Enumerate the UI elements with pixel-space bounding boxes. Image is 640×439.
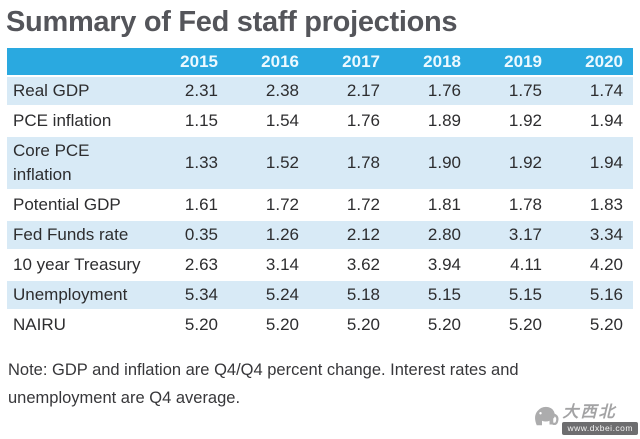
table-row: Unemployment 5.34 5.24 5.18 5.15 5.15 5.16 bbox=[7, 281, 633, 309]
value-cell: 1.33 bbox=[147, 137, 228, 189]
table-row: Real GDP 2.31 2.38 2.17 1.76 1.75 1.74 bbox=[7, 77, 633, 105]
value-cell: 5.20 bbox=[552, 311, 633, 339]
table-row: 10 year Treasury 2.63 3.14 3.62 3.94 4.11 4.20 bbox=[7, 251, 633, 279]
value-cell: 2.12 bbox=[309, 221, 390, 249]
corner-cell bbox=[7, 48, 147, 75]
value-cell: 3.94 bbox=[390, 251, 471, 279]
value-cell: 3.62 bbox=[309, 251, 390, 279]
value-cell: 2.80 bbox=[390, 221, 471, 249]
value-cell: 4.20 bbox=[552, 251, 633, 279]
row-label: PCE inflation bbox=[7, 107, 147, 135]
value-cell: 5.20 bbox=[147, 311, 228, 339]
value-cell: 5.20 bbox=[471, 311, 552, 339]
year-header: 2015 bbox=[147, 48, 228, 75]
year-header: 2018 bbox=[390, 48, 471, 75]
value-cell: 1.94 bbox=[552, 107, 633, 135]
watermark-site-name: 大西北 bbox=[562, 403, 617, 421]
value-cell: 5.20 bbox=[390, 311, 471, 339]
value-cell: 5.15 bbox=[390, 281, 471, 309]
year-header: 2017 bbox=[309, 48, 390, 75]
value-cell: 5.16 bbox=[552, 281, 633, 309]
table-header: 2015 2016 2017 2018 2019 2020 bbox=[7, 48, 633, 75]
value-cell: 3.17 bbox=[471, 221, 552, 249]
value-cell: 1.52 bbox=[228, 137, 309, 189]
row-label: Unemployment bbox=[7, 281, 147, 309]
value-cell: 2.63 bbox=[147, 251, 228, 279]
table-row: Fed Funds rate 0.35 1.26 2.12 2.80 3.17 3.34 bbox=[7, 221, 633, 249]
projections-table: 2015 2016 2017 2018 2019 2020 Real GDP 2.31 2.3… bbox=[7, 46, 633, 341]
value-cell: 1.90 bbox=[390, 137, 471, 189]
page-title: Summary of Fed staff projections bbox=[6, 6, 458, 38]
table-header-row: 2015 2016 2017 2018 2019 2020 bbox=[7, 48, 633, 75]
value-cell: 1.81 bbox=[390, 191, 471, 219]
value-cell: 1.83 bbox=[552, 191, 633, 219]
value-cell: 1.78 bbox=[471, 191, 552, 219]
value-cell: 5.34 bbox=[147, 281, 228, 309]
value-cell: 1.92 bbox=[471, 107, 552, 135]
elephant-logo-icon bbox=[530, 402, 560, 437]
value-cell: 5.24 bbox=[228, 281, 309, 309]
value-cell: 0.35 bbox=[147, 221, 228, 249]
value-cell: 1.54 bbox=[228, 107, 309, 135]
value-cell: 1.26 bbox=[228, 221, 309, 249]
value-cell: 1.78 bbox=[309, 137, 390, 189]
value-cell: 5.20 bbox=[309, 311, 390, 339]
value-cell: 2.17 bbox=[309, 77, 390, 105]
value-cell: 1.72 bbox=[309, 191, 390, 219]
value-cell: 1.76 bbox=[390, 77, 471, 105]
value-cell: 1.61 bbox=[147, 191, 228, 219]
value-cell: 1.15 bbox=[147, 107, 228, 135]
value-cell: 3.34 bbox=[552, 221, 633, 249]
value-cell: 3.14 bbox=[228, 251, 309, 279]
table-row: Potential GDP 1.61 1.72 1.72 1.81 1.78 1.83 bbox=[7, 191, 633, 219]
value-cell: 1.94 bbox=[552, 137, 633, 189]
value-cell: 1.72 bbox=[228, 191, 309, 219]
year-header: 2020 bbox=[552, 48, 633, 75]
row-label: Fed Funds rate bbox=[7, 221, 147, 249]
table-body: Real GDP 2.31 2.38 2.17 1.76 1.75 1.74 PCE infl… bbox=[7, 77, 633, 339]
year-header: 2016 bbox=[228, 48, 309, 75]
value-cell: 2.38 bbox=[228, 77, 309, 105]
table-row: Core PCE inflation 1.33 1.52 1.78 1.90 1.92 1.… bbox=[7, 137, 633, 189]
value-cell: 1.89 bbox=[390, 107, 471, 135]
row-label: Potential GDP bbox=[7, 191, 147, 219]
value-cell: 1.92 bbox=[471, 137, 552, 189]
row-label: Core PCE inflation bbox=[7, 137, 147, 189]
row-label: NAIRU bbox=[7, 311, 147, 339]
table-row: NAIRU 5.20 5.20 5.20 5.20 5.20 5.20 bbox=[7, 311, 633, 339]
row-label: Real GDP bbox=[7, 77, 147, 105]
value-cell: 1.75 bbox=[471, 77, 552, 105]
value-cell: 1.74 bbox=[552, 77, 633, 105]
table-row: PCE inflation 1.15 1.54 1.76 1.89 1.92 1.94 bbox=[7, 107, 633, 135]
value-cell: 5.18 bbox=[309, 281, 390, 309]
watermark-url-badge: www.dxbei.com bbox=[562, 421, 638, 435]
row-label: 10 year Treasury bbox=[7, 251, 147, 279]
footnote: Note: GDP and inflation are Q4/Q4 percen… bbox=[8, 361, 519, 407]
value-cell: 1.76 bbox=[309, 107, 390, 135]
value-cell: 2.31 bbox=[147, 77, 228, 105]
value-cell: 5.20 bbox=[228, 311, 309, 339]
value-cell: 4.11 bbox=[471, 251, 552, 279]
watermark: 大西北 www.dxbei.com bbox=[530, 402, 638, 437]
year-header: 2019 bbox=[471, 48, 552, 75]
value-cell: 5.15 bbox=[471, 281, 552, 309]
